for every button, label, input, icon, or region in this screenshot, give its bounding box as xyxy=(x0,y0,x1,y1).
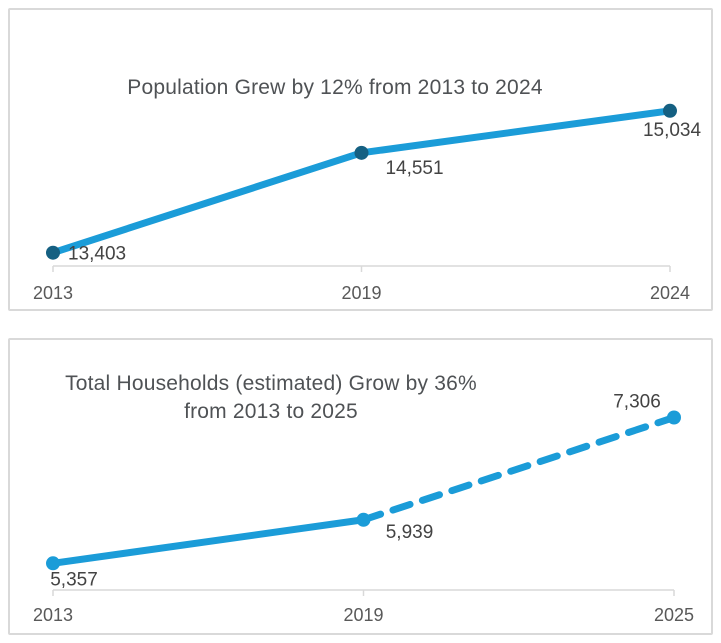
population-line-chart: 13,403 14,551 15,034 2013 2019 2024 xyxy=(33,103,702,303)
x-axis-label: 2019 xyxy=(341,283,381,303)
data-point-marker xyxy=(46,245,60,260)
trend-line-segment xyxy=(49,516,367,567)
chart-title-line: Total Households (estimated) Grow by 36% xyxy=(65,372,477,395)
data-point-label: 14,551 xyxy=(385,158,443,179)
households-chart-title: Total Households (estimated) Grow by 36%… xyxy=(10,370,532,426)
data-point-label: 15,034 xyxy=(643,120,702,141)
chart-title-line: Population Grew by 12% from 2013 to 2024 xyxy=(127,76,543,99)
trend-line-segment xyxy=(49,149,365,257)
x-axis-label: 2025 xyxy=(654,605,694,625)
data-point-marker xyxy=(667,410,681,425)
data-point-label: 5,939 xyxy=(386,522,434,543)
trend-line-segment-dashed xyxy=(360,414,678,524)
data-point-marker xyxy=(354,145,369,160)
x-axis-label: 2024 xyxy=(650,283,690,303)
x-axis-label: 2013 xyxy=(33,283,73,303)
trend-line-segment xyxy=(358,107,674,157)
households-chart-card: Total Households (estimated) Grow by 36%… xyxy=(8,338,713,635)
data-point-label: 5,357 xyxy=(50,569,98,590)
data-point-marker xyxy=(46,556,60,571)
x-axis-label: 2019 xyxy=(343,605,383,625)
data-point-marker xyxy=(663,103,677,118)
households-line-chart: 5,357 5,939 7,306 2013 2019 2025 xyxy=(33,392,694,625)
data-point-label: 13,403 xyxy=(68,244,126,265)
data-point-label: 7,306 xyxy=(613,392,661,413)
population-chart-card: Population Grew by 12% from 2013 to 2024… xyxy=(8,8,713,311)
population-chart-title: Population Grew by 12% from 2013 to 2024 xyxy=(10,74,660,101)
data-point-marker xyxy=(356,512,371,527)
chart-title-line: from 2013 to 2025 xyxy=(184,400,358,423)
x-axis-label: 2013 xyxy=(33,605,73,625)
